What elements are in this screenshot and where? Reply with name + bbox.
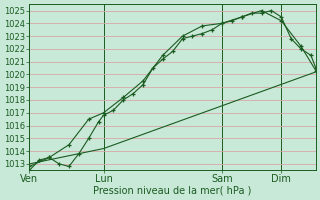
X-axis label: Pression niveau de la mer( hPa ): Pression niveau de la mer( hPa ) (93, 186, 252, 196)
